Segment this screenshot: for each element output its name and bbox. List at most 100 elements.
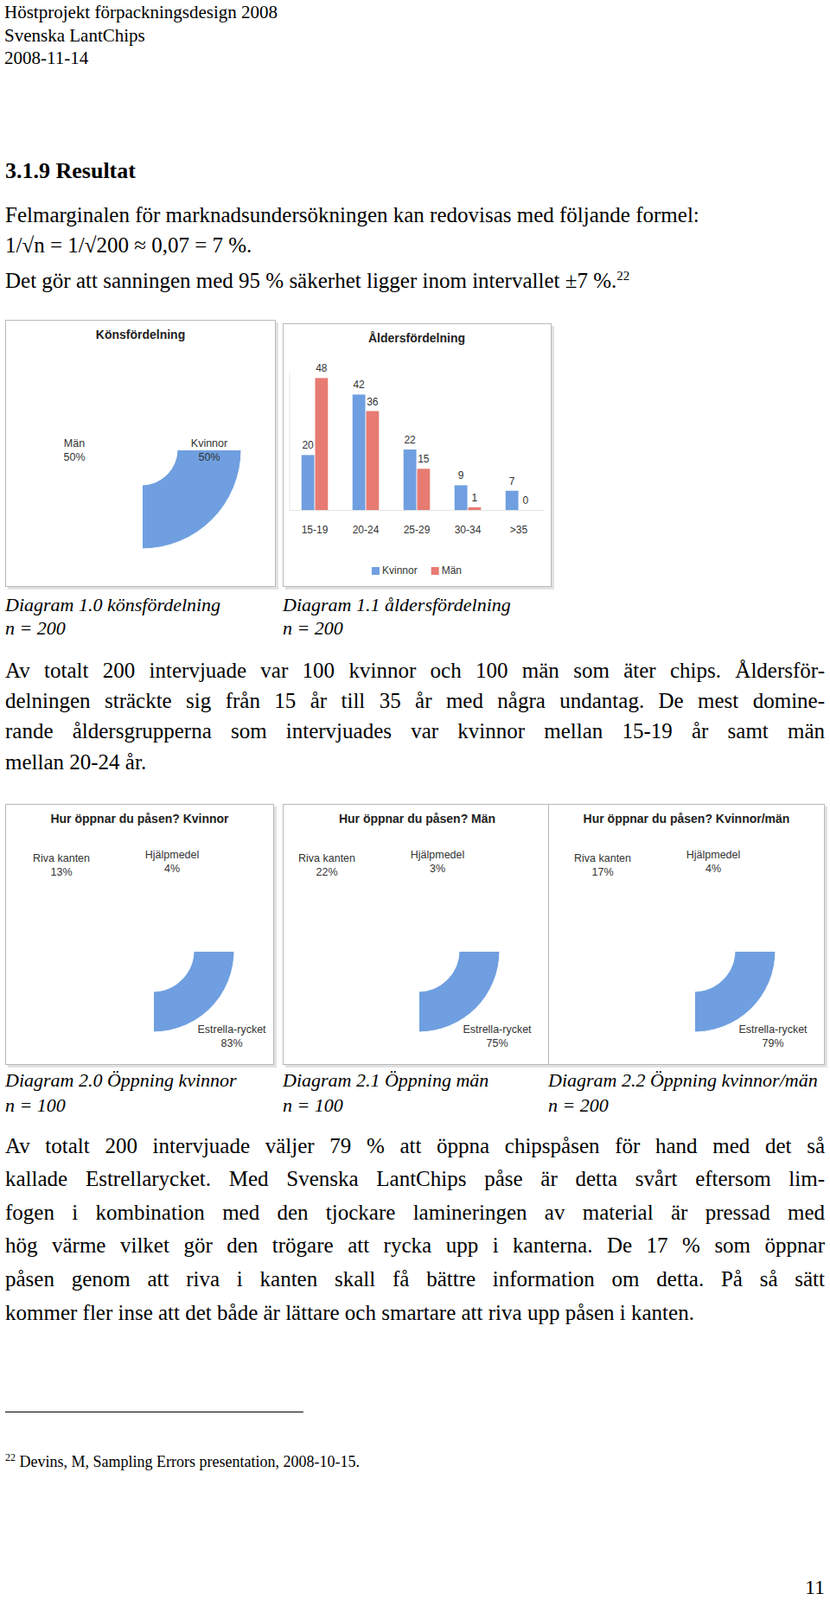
slice-name: Hjälpmedel — [686, 849, 741, 862]
x-tick-label: 20-24 — [352, 523, 380, 537]
data-label: 48 — [315, 362, 328, 375]
slice-name: Kvinnor — [191, 437, 228, 450]
bar — [352, 394, 366, 511]
chart-frame — [6, 804, 275, 1066]
intro-line: Felmarginalen för marknadsundersökningen… — [5, 200, 700, 230]
chart: Hur öppnar du påsen? MänEstrella-rycket7… — [282, 804, 556, 1069]
x-tick-label: 25-29 — [403, 523, 431, 537]
x-tick: 25-29 — [403, 523, 431, 537]
data-label: 1 — [472, 491, 479, 505]
data-label: 13% — [50, 866, 72, 879]
chart-title: Könsfördelning — [95, 327, 186, 342]
data-label: 9 — [458, 469, 465, 482]
x-tick: >35 — [510, 523, 529, 537]
data-label: 50% — [197, 451, 220, 464]
paragraph-line: fogen i kombination med den tjockare lam… — [5, 1198, 825, 1227]
chart: Hur öppnar du påsen? Kvinnor/män Estrella… — [548, 804, 829, 1069]
paragraph-line: rande åldersgrupperna som intervjuades v… — [5, 716, 825, 746]
caption-n: n = 200 — [282, 615, 344, 641]
caption: Diagram 1.0 könsfördelning — [5, 592, 221, 618]
x-tick: 15-19 — [301, 523, 329, 537]
slice-name: Estrella-rycket — [738, 1023, 808, 1036]
footnote: 22 Devins, M, Sampling Errors presentati… — [5, 1448, 360, 1473]
legend-label: Män — [441, 564, 462, 577]
chart-title: Åldersfördelning — [368, 331, 466, 345]
footnote-text: Devins, M, Sampling Errors presentation,… — [15, 1453, 360, 1471]
labels: Estrella-rycket75%Riva kanten22%Hjälpmed… — [298, 849, 532, 1050]
intro-text: Det gör att sanningen med 95 % säkerhet … — [5, 268, 617, 293]
legend-swatch — [371, 567, 380, 575]
caption-n: n = 200 — [548, 1092, 609, 1118]
plot — [419, 951, 500, 1033]
chart: KönsfördelningKvinnor50%Män50% — [5, 319, 280, 591]
legend-swatch — [431, 567, 440, 575]
caption: Diagram 2.2 Öppning kvinnor/män — [548, 1067, 818, 1093]
chart: Hur öppnar du påsen? Kvinnor Estrella-ryc… — [5, 804, 278, 1069]
x-tick: 20-24 — [352, 523, 380, 537]
slice-name: Riva kanten — [298, 852, 356, 865]
bar — [416, 468, 430, 511]
slice-name: Estrella-rycket — [462, 1023, 532, 1036]
slice-name: Riva kanten — [574, 852, 632, 865]
slice — [695, 951, 776, 1033]
intro-line: 1/√n = 1/√200 ≈ 0,07 = 7 %. — [5, 230, 252, 260]
header-line: Svenska LantChips — [4, 24, 146, 48]
data-label: 17% — [591, 866, 613, 879]
slice-name: Hjälpmedel — [410, 849, 466, 862]
section-heading: 3.1.9 Resultat — [5, 156, 136, 186]
chart-frame — [283, 324, 552, 588]
y-axis — [289, 373, 291, 511]
chart-frame — [6, 320, 276, 588]
chart-frame — [549, 804, 825, 1066]
paragraph-line: delningen sträckte sig från 15 år till 3… — [5, 686, 825, 716]
paragraph-line: påsen genom att riva i kanten skall få b… — [5, 1264, 825, 1294]
data-label: 3% — [429, 862, 446, 875]
bar — [301, 454, 315, 511]
slice — [142, 450, 242, 550]
plot — [142, 450, 242, 550]
plot — [153, 951, 235, 1033]
chart-title: Hur öppnar du påsen? Kvinnor — [50, 811, 230, 826]
x-tick-label: >35 — [510, 523, 529, 537]
paragraph-line: Av totalt 200 intervjuade väljer 79 % at… — [5, 1131, 825, 1161]
labels: Kvinnor50%Män50% — [63, 437, 228, 464]
data-label: 79% — [761, 1037, 784, 1050]
y-axis-line — [289, 373, 291, 511]
slice-name: Estrella-rycket — [197, 1023, 267, 1036]
caption: Diagram 2.0 Öppning kvinnor — [5, 1067, 237, 1093]
data-label: 0 — [523, 494, 530, 507]
slice-name: Män — [63, 437, 85, 450]
paragraph-line: hög värme vilket gör den trögare att ryc… — [5, 1231, 825, 1260]
data-label: 22% — [315, 866, 338, 879]
data-label: 20 — [301, 439, 314, 452]
data-label: 4% — [164, 862, 180, 875]
header-line: 2008-11-14 — [4, 46, 89, 71]
caption-n: n = 100 — [5, 1092, 66, 1118]
labels: Estrella-rycket79% Riva kanten17% Hjälpmed… — [574, 849, 808, 1050]
x-axis: 15-19 20-24 25-29 30-34 >35 — [289, 510, 545, 537]
footnote-ref: 22 — [616, 268, 630, 283]
chart-frame — [283, 804, 552, 1066]
bar — [403, 449, 417, 511]
slice-name: Hjälpmedel — [145, 849, 200, 862]
slice-name: Riva kanten — [32, 852, 90, 865]
x-tick: 30-34 — [454, 523, 482, 537]
caption-n: n = 100 — [282, 1092, 344, 1118]
caption: Diagram 1.1 åldersfördelning — [282, 592, 511, 618]
chart-title: Hur öppnar du påsen? Kvinnor/män — [583, 811, 791, 826]
bar — [314, 377, 328, 511]
page-number: 11 — [804, 1574, 825, 1600]
data-label: 22 — [403, 434, 416, 447]
chart: Åldersfördelning 15-19 20-24 25-29 30-34 >35 2… — [282, 323, 556, 591]
x-axis-line — [289, 510, 545, 511]
plot — [301, 377, 519, 511]
bar — [467, 507, 481, 511]
slice — [153, 951, 235, 1033]
bar — [518, 510, 532, 511]
data-label: 7 — [509, 475, 516, 488]
paragraph-line: kallade Estrellarycket. Med Svenska Lant… — [5, 1164, 825, 1194]
intro-line: Det gör att sanningen med 95 % säkerhet … — [5, 261, 630, 295]
paragraph-line: Av totalt 200 intervjuade var 100 kvinno… — [5, 656, 825, 685]
caption: Diagram 2.1 Öppning män — [282, 1067, 489, 1093]
data-label: 83% — [220, 1037, 243, 1050]
